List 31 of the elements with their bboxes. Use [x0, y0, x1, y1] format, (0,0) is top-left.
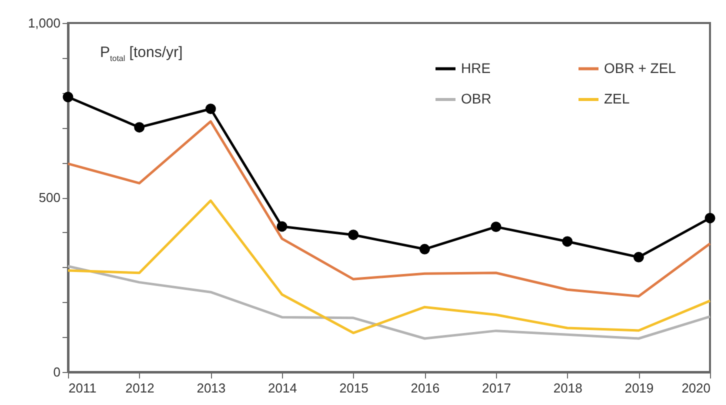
point — [205, 104, 216, 114]
x-tick-label: 2017 — [482, 380, 511, 396]
legend-label: OBR — [461, 90, 492, 106]
legend-label: HRE — [461, 60, 491, 76]
y-tick-label: 0 — [53, 364, 60, 380]
x-tick-label: 2018 — [553, 380, 582, 396]
point — [633, 252, 644, 262]
x-tick-label: 2013 — [196, 380, 226, 396]
point — [562, 236, 573, 247]
x-tick-label: 2019 — [624, 380, 654, 396]
line-series — [66, 265, 712, 340]
point — [134, 122, 145, 133]
x-tick-label: 2012 — [125, 380, 154, 396]
line-series — [66, 199, 712, 334]
point — [419, 244, 430, 254]
point — [276, 221, 288, 232]
x-tick-label: 2015 — [339, 380, 368, 396]
legend-label: ZEL — [604, 90, 630, 106]
legend-label: OBR + ZEL — [604, 60, 676, 76]
x-tick-label: 2014 — [268, 380, 297, 396]
line-series — [66, 120, 712, 298]
x-tick-label: 2020 — [682, 380, 710, 396]
y-tick-label: 1,000 — [28, 16, 60, 30]
x-tick-label: 2016 — [410, 380, 440, 396]
y-axis-title: P$_{total}$ [tons/yr] — [100, 44, 183, 63]
point — [62, 92, 74, 102]
point — [490, 222, 502, 232]
x-tick-label: 2011 — [68, 380, 96, 396]
y-tick-label: 500 — [38, 190, 60, 205]
point — [348, 230, 359, 240]
point — [704, 212, 716, 224]
